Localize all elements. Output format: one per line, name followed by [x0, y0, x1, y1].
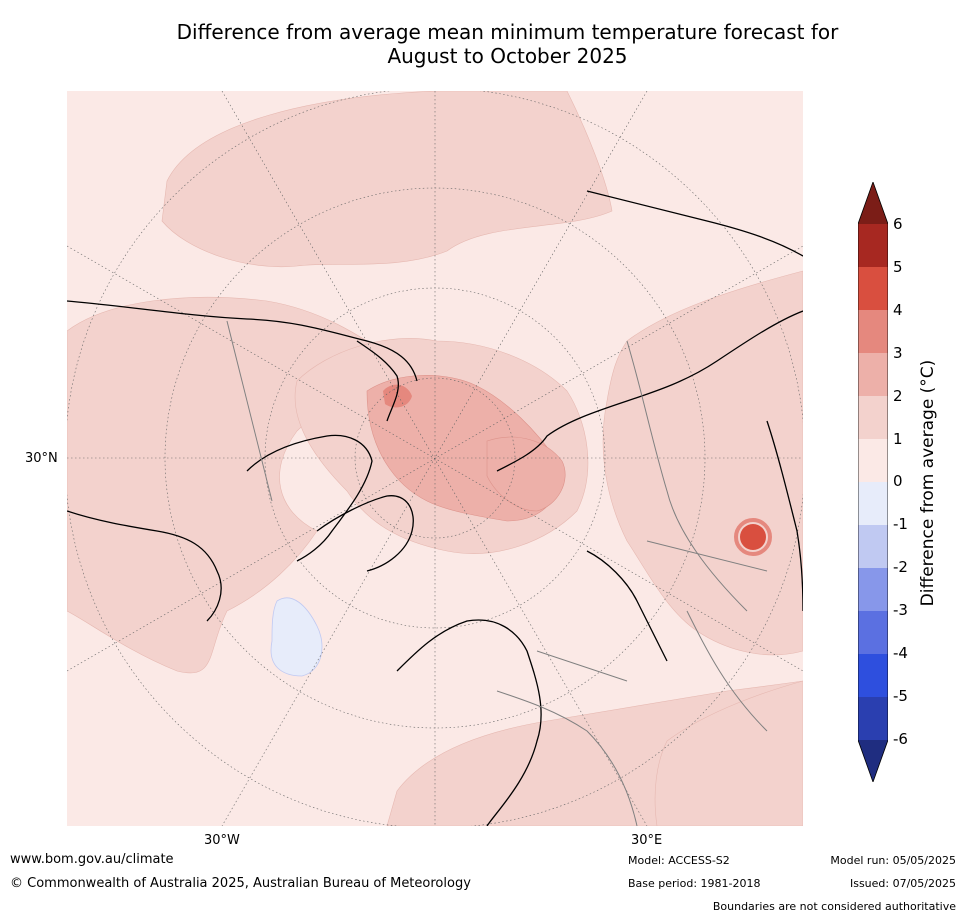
colorbar-bin-m6-m5: [858, 697, 888, 740]
colorbar-bin-m5-m4: [858, 654, 888, 697]
footer-disclaimer: Boundaries are not considered authoritat…: [712, 900, 956, 913]
colorbar-tick-5: 5: [893, 258, 903, 276]
country-borders: [226, 320, 768, 826]
colorbar-tick-4: 4: [893, 301, 903, 319]
colorbar-extend-top: [858, 182, 888, 224]
anomaly-4-5-hotspot: [740, 524, 766, 550]
anomaly-2-3-barents: [486, 436, 566, 512]
colorbar: [858, 182, 888, 782]
footer-model-run: Model run: 05/05/2025: [830, 854, 956, 867]
colorbar-bin-2-3: [858, 353, 888, 396]
colorbar-extend-bottom: [858, 740, 888, 782]
anomaly-1-2-east-asia: [654, 680, 803, 826]
colorbar-tick-0: 0: [893, 472, 903, 490]
colorbar-bin-4-5: [858, 267, 888, 310]
coastlines: [67, 190, 803, 826]
anomaly-1-2-north-pacific: [161, 91, 613, 268]
anomaly-3-4-hotspot: [383, 384, 412, 408]
colorbar-bin-m1-0: [858, 482, 888, 525]
title-line-2: August to October 2025: [387, 44, 628, 68]
lat-label-30n: 30°N: [25, 451, 58, 466]
footer-copyright: © Commonwealth of Australia 2025, Austra…: [10, 876, 471, 891]
lon-label-30e: 30°E: [631, 833, 663, 848]
colorbar-bin-m3-m2: [858, 568, 888, 611]
anomaly-negative-atlantic: [270, 597, 323, 677]
anomaly-1-2-asia: [602, 270, 803, 656]
footer-issued: Issued: 07/05/2025: [849, 877, 956, 890]
footer-website: www.bom.gov.au/climate: [10, 852, 174, 867]
footer-model: Model: ACCESS-S2: [628, 854, 730, 867]
colorbar-tick-m3: -3: [893, 601, 908, 619]
anomaly-3-4-hotspot-ring: [734, 518, 772, 556]
colorbar-tick-3: 3: [893, 344, 903, 362]
lon-label-30w: 30°W: [204, 833, 240, 848]
colorbar-bin-1-2: [858, 396, 888, 439]
colorbar-tick-m5: -5: [893, 687, 908, 705]
colorbar-bin-m2-m1: [858, 525, 888, 568]
colorbar-bin-3-4: [858, 310, 888, 353]
colorbar-tick-m2: -2: [893, 558, 908, 576]
colorbar-bin-0-1: [858, 439, 888, 482]
forecast-map: [67, 91, 803, 826]
colorbar-tick-m6: -6: [893, 730, 908, 748]
colorbar-tick-2: 2: [893, 387, 903, 405]
colorbar-tick-m1: -1: [893, 515, 908, 533]
title-line-1: Difference from average mean minimum tem…: [176, 20, 839, 44]
graticule: [67, 91, 803, 826]
colorbar-tick-1: 1: [893, 430, 903, 448]
chart-title: Difference from average mean minimum tem…: [0, 20, 965, 68]
footer-base-period: Base period: 1981-2018: [628, 877, 761, 890]
colorbar-label: Difference from average (°C): [918, 359, 938, 607]
colorbar-bin-5-6: [858, 224, 888, 267]
colorbar-tick-m4: -4: [893, 644, 908, 662]
colorbar-bin-m4-m3: [858, 611, 888, 654]
colorbar-tick-6: 6: [893, 215, 903, 233]
